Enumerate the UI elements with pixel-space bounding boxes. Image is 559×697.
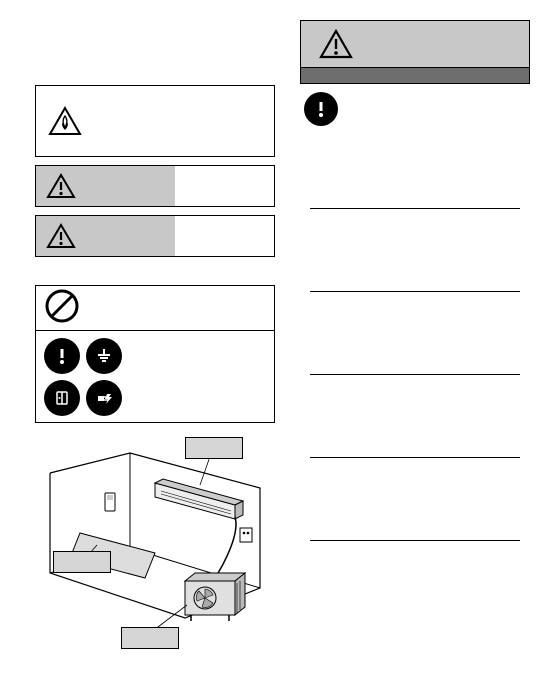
paragraph-block-1 — [310, 140, 530, 209]
left-column — [35, 85, 275, 643]
prohibition-box — [35, 285, 275, 331]
warning-stripe-2 — [35, 215, 275, 257]
notice-exclaim-icon — [304, 92, 338, 126]
divider — [310, 208, 520, 209]
warning-triangle-icon — [319, 29, 353, 59]
divider — [310, 457, 520, 458]
divider — [310, 374, 520, 375]
diagram-label-indoor — [185, 437, 243, 459]
paragraph-block-5 — [310, 472, 530, 541]
diagram-label-room — [53, 551, 111, 573]
warning-stripe-2-grey — [36, 216, 175, 256]
switch-off-circle-icon — [44, 380, 80, 416]
page — [0, 0, 559, 697]
paragraph-block-4 — [310, 389, 530, 458]
prohibition-icon — [44, 288, 80, 329]
ground-circle-icon — [86, 338, 122, 374]
exclaim-circle-icon — [44, 338, 80, 374]
warning-stripe-1-label — [175, 166, 274, 206]
instruction-circles-box — [35, 331, 275, 423]
paragraph-block-3 — [310, 306, 530, 375]
spacer — [35, 207, 275, 215]
divider — [310, 291, 520, 292]
flammable-warning-box — [35, 85, 275, 157]
section-heading-band — [300, 68, 530, 84]
paragraph-block-2 — [310, 223, 530, 292]
unplug-circle-icon — [86, 380, 122, 416]
warning-band — [300, 20, 530, 68]
warning-stripe-1-grey — [36, 166, 175, 206]
flame-triangle-icon — [48, 106, 82, 136]
right-column — [300, 20, 530, 541]
installation-diagram — [35, 433, 275, 643]
divider — [310, 540, 520, 541]
warning-stripe-2-label — [175, 216, 274, 256]
spacer — [35, 257, 275, 285]
diagram-label-outdoor — [121, 627, 179, 649]
instruction-row-1 — [44, 338, 274, 374]
warning-triangle-icon — [46, 223, 76, 249]
instruction-row-2 — [44, 380, 274, 416]
warning-stripe-1 — [35, 165, 275, 207]
warning-triangle-icon — [46, 173, 76, 199]
spacer — [35, 157, 275, 165]
